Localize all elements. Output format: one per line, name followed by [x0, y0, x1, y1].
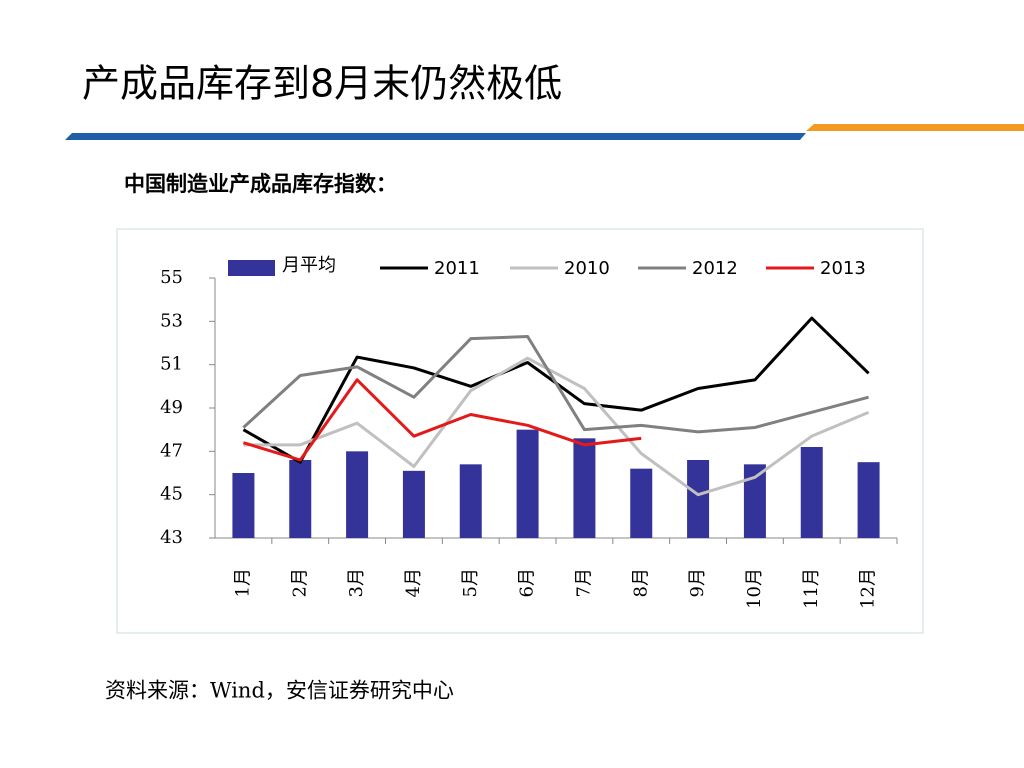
slide-title: 产成品库存到8月末仍然极低: [82, 62, 562, 106]
x-tick-label: 3月: [346, 568, 367, 597]
y-tick-label: 47: [160, 440, 183, 461]
line-series: [243, 356, 870, 497]
bar: [289, 460, 312, 538]
header-stripe-blue: [65, 133, 806, 140]
x-tick-label: 12月: [858, 568, 879, 609]
bar: [687, 460, 710, 538]
x-tick-label: 7月: [573, 568, 594, 597]
line-series: [242, 335, 869, 434]
bar: [573, 438, 596, 538]
bar: [232, 473, 255, 538]
bar: [516, 429, 539, 538]
y-tick-label: 45: [160, 484, 183, 505]
y-tick-label: 55: [160, 267, 183, 288]
bar: [459, 464, 482, 538]
source-note: 资料来源：Wind，安信证券研究中心: [105, 679, 454, 703]
legend-label: 2013: [820, 258, 866, 279]
bar: [402, 470, 425, 538]
x-tick-label: 5月: [460, 568, 481, 597]
line-series: [242, 378, 642, 462]
legend-label: 2010: [564, 258, 610, 279]
legend-swatch: [228, 260, 275, 276]
x-tick-label: 11月: [801, 568, 822, 609]
chart-subtitle: 中国制造业产成品库存指数：: [124, 172, 397, 196]
y-tick-label: 51: [160, 354, 183, 375]
bar: [346, 451, 369, 538]
legend-label: 2012: [692, 258, 738, 279]
x-tick-label: 8月: [630, 568, 651, 597]
x-tick-label: 6月: [517, 568, 538, 597]
y-tick-label: 49: [160, 397, 183, 418]
header-stripe-orange: [806, 124, 1024, 131]
y-tick-label: 43: [160, 527, 183, 548]
y-tick-label: 53: [160, 310, 183, 331]
bar: [857, 462, 880, 538]
legend-label: 2011: [434, 258, 480, 279]
bar: [800, 447, 823, 538]
bar: [743, 464, 766, 538]
x-tick-label: 10月: [744, 568, 765, 609]
x-tick-label: 2月: [289, 568, 310, 597]
x-tick-label: 4月: [403, 568, 424, 597]
x-tick-label: 9月: [687, 568, 708, 597]
legend-label: 月平均: [282, 255, 336, 276]
bar: [630, 468, 653, 538]
x-tick-label: 1月: [232, 568, 253, 597]
